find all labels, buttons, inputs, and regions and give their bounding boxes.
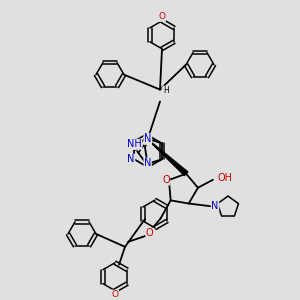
Text: H: H <box>162 87 168 96</box>
Text: O: O <box>146 228 154 238</box>
Text: N: N <box>144 158 151 168</box>
Text: O: O <box>162 175 170 185</box>
Text: NH: NH <box>127 139 142 149</box>
Text: OH: OH <box>218 173 233 183</box>
Text: N: N <box>144 133 152 143</box>
Text: N: N <box>128 154 135 164</box>
Text: N: N <box>211 201 219 211</box>
Text: O: O <box>158 12 166 21</box>
Text: N: N <box>144 134 151 144</box>
Text: N: N <box>128 139 136 149</box>
Polygon shape <box>147 138 188 176</box>
Text: H: H <box>163 86 169 95</box>
Text: O: O <box>112 290 118 299</box>
